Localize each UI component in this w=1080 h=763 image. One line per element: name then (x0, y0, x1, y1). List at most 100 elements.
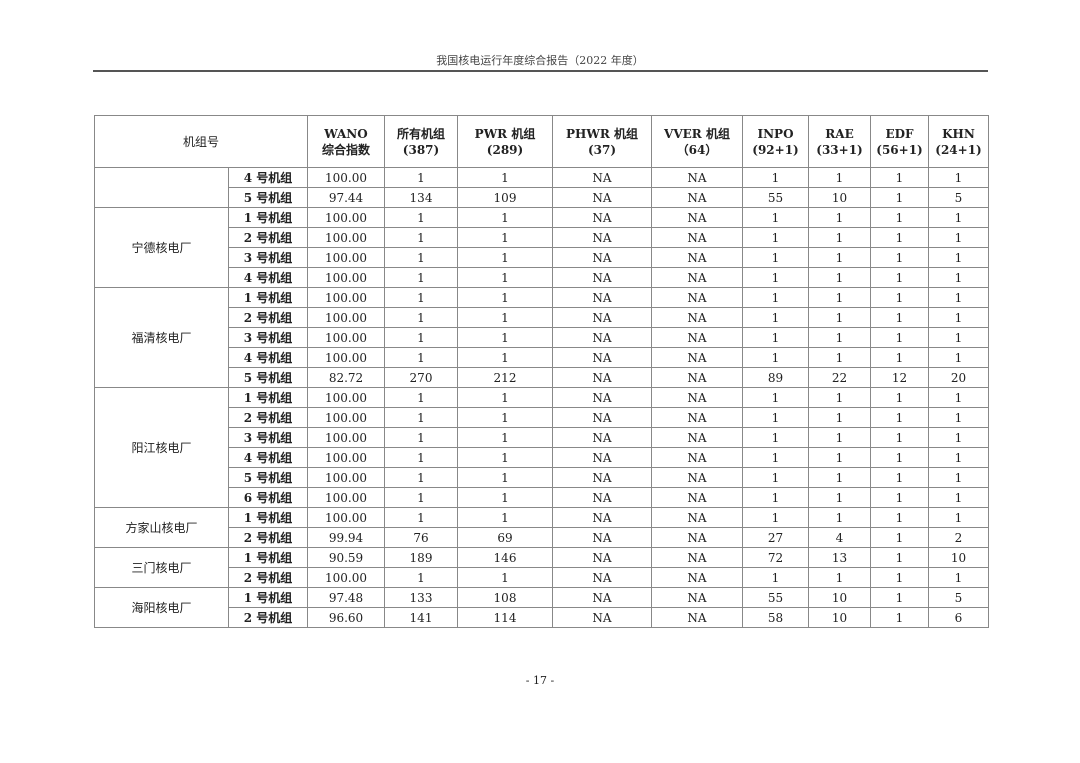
table-cell: NA (651, 427, 743, 448)
table-cell: 1 (457, 487, 553, 508)
table-cell: 13 (808, 547, 871, 568)
table-cell: 1 (928, 267, 989, 288)
table-cell: NA (552, 387, 652, 408)
table-row: 4 号机组 100.00 1 1 NA NA 1 1 1 1 (94, 167, 989, 208)
table-cell: NA (651, 347, 743, 368)
table-cell: 100.00 (307, 347, 385, 368)
table-cell: 1 (457, 447, 553, 468)
table-cell: 1 (928, 407, 989, 428)
column-header: RAE (33+1) (808, 115, 871, 168)
table-cell: 1 (870, 307, 929, 328)
table-row: 三门核电厂 1 号机组 90.59 189 146 NA NA 72 13 1 10 (94, 547, 989, 588)
table-cell: NA (651, 507, 743, 528)
column-header: INPO (92+1) (742, 115, 809, 168)
table-row: 4 号机组 100.00 1 1 NA NA 1 1 1 1 (95, 447, 989, 468)
table-cell: NA (651, 287, 743, 308)
column-header: PWR 机组 (289) (457, 115, 553, 168)
table-cell: 100.00 (307, 227, 385, 248)
plant-name: 方家山核电厂 (94, 507, 229, 548)
table-cell: 1 (457, 467, 553, 488)
unit-name: 2 号机组 (228, 407, 308, 428)
table-row: 阳江核电厂 1 号机组 100.00 1 1 NA NA 1 1 1 1 (94, 387, 989, 508)
table-cell: NA (552, 407, 652, 428)
table-cell: NA (651, 307, 743, 328)
table-cell: 1 (457, 507, 553, 528)
plant-name: 宁德核电厂 (94, 207, 229, 288)
table-cell: 1 (457, 567, 553, 588)
table-cell: 100.00 (307, 467, 385, 488)
table-row: 宁德核电厂 1 号机组 100.00 1 1 NA NA 1 1 1 1 (94, 207, 989, 288)
table-cell: 1 (870, 467, 929, 488)
table-cell: NA (651, 247, 743, 268)
table-cell: 133 (384, 587, 458, 608)
table-cell: 1 (457, 327, 553, 348)
table-cell: 1 (870, 207, 929, 228)
table-cell: 6 (928, 607, 989, 628)
table-cell: 1 (808, 327, 871, 348)
unit-name: 4 号机组 (228, 347, 308, 368)
unit-name: 1 号机组 (228, 587, 308, 608)
table-cell: 1 (870, 327, 929, 348)
table-cell: 1 (928, 307, 989, 328)
table-cell: NA (651, 527, 743, 548)
table-cell: 1 (457, 387, 553, 408)
table-cell: 1 (384, 447, 458, 468)
table-row: 5 号机组 100.00 1 1 NA NA 1 1 1 1 (95, 467, 989, 488)
table-cell: 1 (808, 427, 871, 448)
table-cell: 1 (928, 447, 989, 468)
table-cell: 1 (384, 407, 458, 428)
table-cell: NA (651, 547, 743, 568)
table-cell: NA (552, 567, 652, 588)
table-cell: 1 (928, 467, 989, 488)
unit-name: 5 号机组 (228, 467, 308, 488)
table-cell: 1 (870, 247, 929, 268)
table-cell: 100.00 (307, 307, 385, 328)
table-cell: NA (552, 347, 652, 368)
table-row: 6 号机组 100.00 1 1 NA NA 1 1 1 1 (95, 487, 989, 508)
table-row: 2 号机组 100.00 1 1 NA NA 1 1 1 1 (95, 407, 989, 428)
table-cell: 1 (384, 487, 458, 508)
unit-name: 6 号机组 (228, 487, 308, 508)
table-cell: 100.00 (307, 487, 385, 508)
table-cell: 1 (928, 347, 989, 368)
table-row: 2 号机组 100.00 1 1 NA NA 1 1 1 1 (95, 227, 989, 248)
plant-name (94, 167, 229, 208)
unit-name: 4 号机组 (228, 447, 308, 468)
table-cell: 1 (384, 327, 458, 348)
table-cell: NA (552, 187, 652, 208)
table-cell: 1 (870, 487, 929, 508)
table-cell: NA (651, 447, 743, 468)
unit-name: 4 号机组 (228, 267, 308, 288)
table-cell: 55 (742, 587, 809, 608)
table-row: 2 号机组 96.60 141 114 NA NA 58 10 1 6 (95, 607, 989, 628)
table-cell: 1 (870, 427, 929, 448)
table-cell: 1 (742, 567, 809, 588)
table-cell: 1 (384, 227, 458, 248)
table-cell: 1 (870, 507, 929, 528)
table-cell: 100.00 (307, 207, 385, 228)
table-cell: 100.00 (307, 327, 385, 348)
table-cell: 146 (457, 547, 553, 568)
table-cell: 1 (742, 507, 809, 528)
table-cell: 1 (870, 567, 929, 588)
table-cell: 20 (928, 367, 989, 388)
table-cell: NA (651, 387, 743, 408)
unit-name: 2 号机组 (228, 567, 308, 588)
table-cell: 1 (384, 387, 458, 408)
table-cell: 1 (870, 527, 929, 548)
table-cell: 72 (742, 547, 809, 568)
table-cell: 1 (742, 347, 809, 368)
table-cell: 1 (808, 167, 871, 188)
table-cell: NA (552, 587, 652, 608)
table-cell: 1 (928, 167, 989, 188)
unit-name: 4 号机组 (228, 167, 308, 188)
table-cell: 96.60 (307, 607, 385, 628)
table-cell: 99.94 (307, 527, 385, 548)
column-header: KHN (24+1) (928, 115, 989, 168)
table-cell: NA (651, 267, 743, 288)
table-cell: 1 (742, 327, 809, 348)
table-cell: 1 (870, 607, 929, 628)
table-cell: NA (552, 327, 652, 348)
plant-name: 阳江核电厂 (94, 387, 229, 508)
table-cell: 1 (457, 307, 553, 328)
